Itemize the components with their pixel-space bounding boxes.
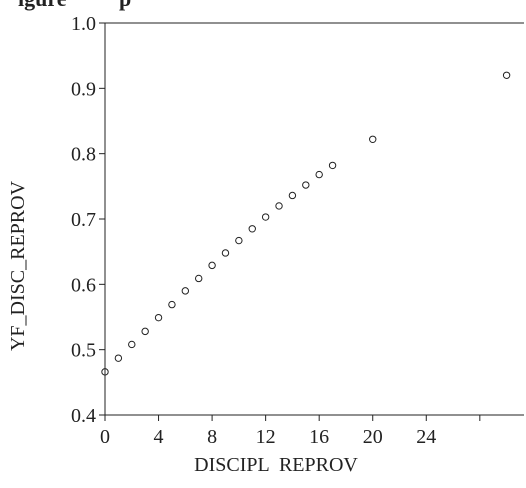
y-tick-label: 1.0 <box>71 13 96 35</box>
x-tick-label: 0 <box>100 426 110 448</box>
data-point <box>101 368 109 376</box>
data-point <box>168 300 176 309</box>
y-tick-label: 0.8 <box>71 144 96 166</box>
data-point <box>288 191 297 200</box>
data-point <box>195 274 203 283</box>
data-points <box>101 71 511 376</box>
data-point <box>181 287 190 295</box>
data-point <box>235 236 243 245</box>
x-tick-label: 16 <box>309 426 329 448</box>
x-tick-label: 20 <box>363 426 383 448</box>
data-point <box>141 327 149 336</box>
data-point <box>302 181 310 189</box>
data-point <box>114 354 123 362</box>
y-axis-ticks: 0.4 0.5 0.6 0.7 0.8 0.9 1.0 <box>71 13 105 427</box>
y-tick-label: 0.9 <box>71 78 96 100</box>
data-point <box>128 340 136 349</box>
x-tick-label: 8 <box>207 426 217 448</box>
x-tick-label: 24 <box>416 426 436 448</box>
data-point <box>369 135 377 143</box>
data-point <box>315 170 323 179</box>
data-point <box>502 71 511 79</box>
data-point <box>248 225 256 233</box>
data-point <box>328 161 337 170</box>
plot-axes <box>104 22 524 416</box>
y-tick-label: 0.4 <box>71 405 96 427</box>
data-point <box>154 313 163 322</box>
y-axis-label: YF_DISC_REPROV <box>7 180 29 351</box>
data-point <box>275 202 283 210</box>
data-point <box>221 249 230 257</box>
data-point <box>208 261 216 270</box>
y-tick-label: 0.6 <box>71 274 96 296</box>
x-axis-ticks: 0 4 8 12 16 20 24 <box>100 415 481 448</box>
figure-title-fragment: igure ’’’ ’’’’p <box>18 0 131 12</box>
data-point <box>261 213 270 221</box>
x-axis-label: DISCIPL REPROV <box>194 454 358 476</box>
y-tick-label: 0.7 <box>71 209 96 231</box>
x-tick-label: 12 <box>256 426 276 448</box>
x-tick-label: 4 <box>154 426 164 448</box>
y-tick-label: 0.5 <box>71 340 96 362</box>
